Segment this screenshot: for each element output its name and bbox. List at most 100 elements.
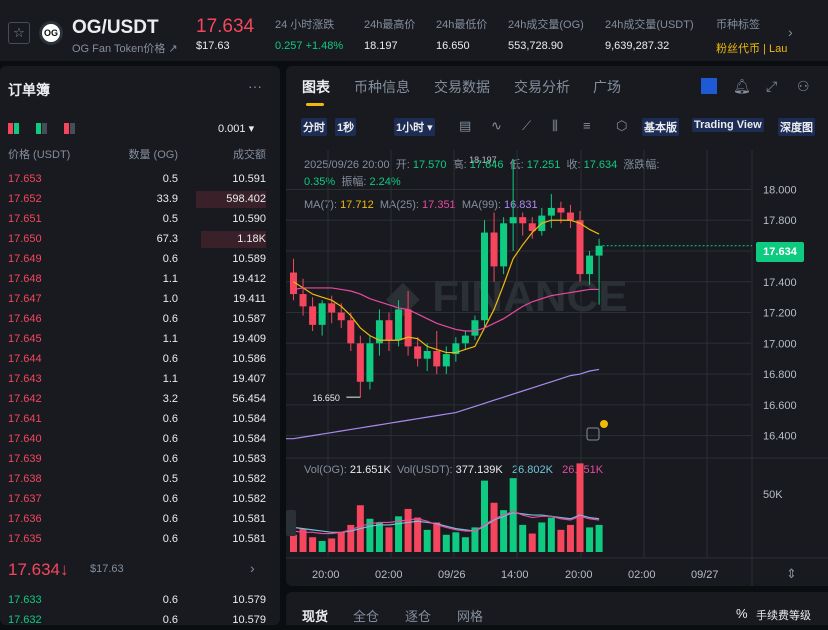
y-tick-label: 16.600 (763, 400, 797, 412)
candle-body (385, 320, 393, 341)
tab-square[interactable]: 广场 (593, 79, 621, 95)
bell-icon[interactable]: 🔔︎ (733, 78, 751, 94)
row-total: 10.581 (232, 533, 266, 545)
percent-icon[interactable]: % (736, 606, 748, 621)
orderbook-row[interactable]: 17.639 0.6 10.583 (0, 449, 280, 469)
candle-body (519, 217, 527, 224)
orderbook-row[interactable]: 17.644 0.6 10.586 (0, 349, 280, 369)
candle-type-icon[interactable]: ⫼ (552, 118, 558, 133)
candlestick-chart[interactable]: 18.00017.80017.60017.40017.20017.00016.8… (286, 66, 828, 586)
orderbook-row[interactable]: 17.635 0.6 10.581 (0, 529, 280, 549)
tab-cross[interactable]: 全仓 (353, 609, 380, 624)
bids-only-icon[interactable] (36, 123, 47, 134)
row-total: 19.409 (232, 333, 266, 345)
candle-body (586, 255, 594, 275)
orderbook-row[interactable]: 17.646 0.6 10.587 (0, 309, 280, 329)
tab-grid[interactable]: 网格 (457, 609, 484, 624)
both-sides-icon[interactable] (8, 123, 19, 134)
tab-isolated[interactable]: 逐仓 (405, 609, 432, 624)
row-total: 10.587 (232, 313, 266, 325)
row-qty: 0.6 (162, 614, 178, 626)
orderbook-panel: 订单簿 ··· 0.001 ▾ 价格 (USDT) 数量 (OG) 成交额 17… (0, 66, 280, 626)
volume-bar (547, 517, 555, 552)
tab-trading-data[interactable]: 交易数据 (434, 79, 490, 95)
row-total: 19.407 (232, 373, 266, 385)
orderbook-row[interactable]: 17.648 1.1 19.412 (0, 269, 280, 289)
chevron-right-icon[interactable]: › (788, 24, 793, 40)
fee-level-link[interactable]: 手续费等级 (756, 610, 811, 622)
interval-1s[interactable]: 1秒 (335, 118, 357, 136)
ma99-line (286, 368, 600, 440)
layout-grid-icon[interactable]: ⚇ (797, 78, 810, 94)
candle-body (290, 272, 297, 295)
volume-bar (395, 516, 403, 552)
row-qty: 0.6 (162, 453, 178, 465)
orderbook-row[interactable]: 17.641 0.6 10.584 (0, 409, 280, 429)
asks-only-icon[interactable] (64, 123, 75, 134)
orderbook-row[interactable]: 17.637 0.6 10.582 (0, 489, 280, 509)
orderbook-row[interactable]: 17.653 0.5 10.591 (0, 169, 280, 189)
row-total: 10.590 (232, 213, 266, 225)
orderbook-row[interactable]: 17.633 0.6 10.579 (0, 590, 280, 610)
row-qty: 0.6 (162, 313, 178, 325)
mode-basic[interactable]: 基本版 (642, 118, 679, 136)
volume-bar (586, 527, 594, 552)
orderbook-row[interactable]: 17.632 0.6 10.579 (0, 610, 280, 630)
stat-label: 24h成交量(OG) (508, 19, 584, 31)
row-price: 17.649 (8, 253, 42, 265)
expand-blue-icon[interactable] (701, 78, 717, 94)
token-subtitle[interactable]: OG Fan Token价格 ↗ (72, 43, 178, 55)
volume-bar (299, 528, 307, 552)
indicator-icon[interactable]: ∿ (491, 118, 502, 133)
volume-bar (471, 527, 479, 552)
tab-trading-analysis[interactable]: 交易分析 (514, 79, 570, 95)
orderbook-row[interactable]: 17.643 1.1 19.407 (0, 369, 280, 389)
tab-coin-info[interactable]: 币种信息 (354, 79, 410, 95)
more-icon[interactable]: ··· (248, 78, 262, 94)
interval-1h-select[interactable]: 1小时 ▾ (394, 118, 435, 136)
row-total: 10.583 (232, 453, 266, 465)
hexagon-icon[interactable]: ⬡ (616, 118, 628, 133)
orderbook-row[interactable]: 17.651 0.5 10.590 (0, 209, 280, 229)
orderbook-row[interactable]: 17.636 0.6 10.581 (0, 509, 280, 529)
fullscreen-icon[interactable]: ⤢ (766, 78, 778, 94)
volume-bar (500, 510, 508, 552)
chevron-right-icon[interactable]: › (250, 560, 255, 576)
row-total: 10.589 (232, 253, 266, 265)
orderbook-row[interactable]: 17.645 1.1 19.409 (0, 329, 280, 349)
calendar-icon[interactable]: ▤ (459, 118, 472, 133)
favorite-star-icon[interactable]: ☆ (8, 22, 30, 44)
stat-value: 16.650 (436, 40, 470, 52)
volume-legend: Vol(OG): 21.651K Vol(USDT): 377.139K 26.… (304, 464, 609, 476)
og-logo: OG (39, 21, 63, 45)
orderbook-row[interactable]: 17.650 67.3 1.18K (0, 229, 280, 249)
orderbook-row[interactable]: 17.652 33.9 598.402 (0, 189, 280, 209)
interval-timeline[interactable]: 分时 (301, 118, 327, 136)
ma7-line (293, 219, 600, 354)
settings-list-icon[interactable]: ≡ (583, 118, 591, 133)
symbol-title[interactable]: OG/USDT (72, 17, 159, 38)
tab-spot[interactable]: 现货 (302, 609, 329, 624)
orderbook-row[interactable]: 17.647 1.0 19.411 (0, 289, 280, 309)
row-price: 17.653 (8, 173, 42, 185)
orderbook-row[interactable]: 17.640 0.6 10.584 (0, 429, 280, 449)
y-tick-label: 17.800 (763, 215, 797, 227)
orderbook-row[interactable]: 17.649 0.6 10.589 (0, 249, 280, 269)
stat-label: 24h成交量(USDT) (605, 19, 694, 31)
row-price: 17.652 (8, 193, 42, 205)
row-qty: 0.6 (162, 353, 178, 365)
mode-depth[interactable]: 深度图 (778, 118, 815, 136)
mode-tradingview[interactable]: Trading View (692, 118, 764, 132)
row-price: 17.632 (8, 614, 42, 626)
volume-bar (375, 522, 383, 552)
tab-chart[interactable]: 图表 (302, 79, 330, 95)
candle-body (500, 223, 508, 267)
mid-price: 17.634↓ (8, 560, 69, 579)
precision-select[interactable]: 0.001 ▾ (218, 123, 255, 135)
row-total: 10.591 (232, 173, 266, 185)
stat-label: 币种标签 (716, 19, 760, 31)
orderbook-row[interactable]: 17.638 0.5 10.582 (0, 469, 280, 489)
orderbook-row[interactable]: 17.642 3.2 56.454 (0, 389, 280, 409)
line-chart-icon[interactable]: ⟋ (522, 118, 532, 133)
y-tick-label: 18.000 (763, 184, 797, 196)
